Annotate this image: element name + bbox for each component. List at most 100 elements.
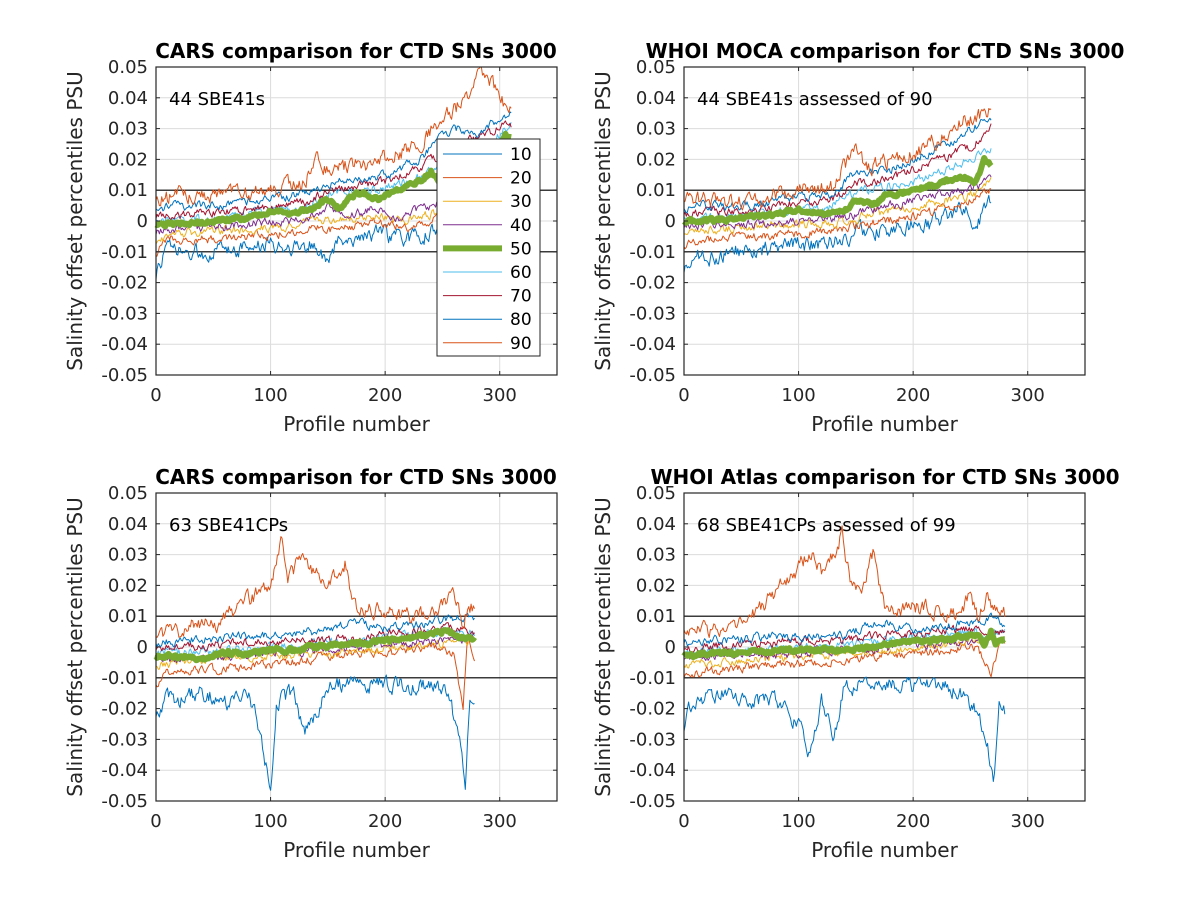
y-tick-label: 0 bbox=[137, 637, 148, 658]
y-tick-label: -0.02 bbox=[629, 273, 676, 294]
y-tick-label: 0.03 bbox=[636, 545, 676, 566]
legend: 10 20 30 40 50 60 70 80 90 bbox=[436, 138, 541, 357]
y-tick-label: -0.05 bbox=[101, 791, 148, 812]
series-line-p70 bbox=[683, 123, 992, 218]
series-line-p20 bbox=[155, 634, 475, 710]
x-tick-labels: 0 100 200 300 bbox=[678, 385, 1045, 406]
y-tick-label: 0.02 bbox=[108, 575, 148, 596]
panel-annotation: 68 SBE41CPs assessed of 99 bbox=[697, 515, 956, 536]
y-tick-label: 0.05 bbox=[108, 483, 148, 504]
legend-label: 70 bbox=[510, 287, 532, 307]
panel-whoi-atlas-sbe41cp: WHOI Atlas comparison for CTD SNs 3000 -… bbox=[591, 465, 1120, 862]
x-tick-label: 100 bbox=[781, 385, 815, 406]
y-tick-label: 0.04 bbox=[636, 88, 676, 109]
legend-label: 20 bbox=[510, 169, 532, 189]
panel-cars-sbe41cp: CARS comparison for CTD SNs 3000 -0.05-0… bbox=[63, 465, 558, 862]
y-axis-label: Salinity offset percentiles PSU bbox=[591, 497, 615, 796]
panel-cars-sbe41: CARS comparison for CTD SNs 3000 -0.05-0… bbox=[63, 39, 558, 436]
y-tick-label: 0.05 bbox=[636, 57, 676, 78]
x-tick-label: 0 bbox=[150, 385, 161, 406]
y-tick-label: 0.02 bbox=[108, 149, 148, 170]
tick-marks bbox=[683, 492, 1085, 802]
series-line-p20 bbox=[683, 637, 1006, 679]
y-tick-label: -0.01 bbox=[629, 668, 676, 689]
y-tick-label: 0.04 bbox=[108, 88, 148, 109]
series-line-p50 bbox=[153, 627, 477, 664]
y-tick-label: -0.04 bbox=[101, 334, 148, 355]
y-tick-label: -0.03 bbox=[629, 303, 676, 324]
y-tick-label: -0.05 bbox=[629, 791, 676, 812]
y-tick-label: 0.05 bbox=[108, 57, 148, 78]
x-tick-label: 0 bbox=[678, 385, 689, 406]
y-tick-label: 0.01 bbox=[636, 180, 676, 201]
x-tick-labels: 0 100 200 300 bbox=[150, 385, 517, 406]
x-axis-label: Profile number bbox=[283, 838, 430, 862]
series-line-p80 bbox=[683, 612, 1006, 647]
series-line-p20 bbox=[683, 188, 992, 250]
series-line-p10 bbox=[683, 676, 1006, 782]
tick-marks bbox=[155, 66, 557, 376]
series-lines bbox=[153, 536, 477, 791]
y-tick-label: -0.02 bbox=[101, 699, 148, 720]
legend-label: 50 bbox=[510, 239, 532, 259]
x-tick-label: 300 bbox=[1011, 811, 1045, 832]
series-line-p10 bbox=[155, 674, 475, 791]
y-tick-label: -0.04 bbox=[101, 760, 148, 781]
x-tick-label: 0 bbox=[150, 811, 161, 832]
y-tick-label: -0.02 bbox=[101, 273, 148, 294]
x-tick-label: 300 bbox=[1011, 385, 1045, 406]
y-axis-label: Salinity offset percentiles PSU bbox=[63, 71, 87, 370]
legend-label: 30 bbox=[510, 192, 532, 212]
x-axis-label: Profile number bbox=[283, 412, 430, 436]
legend-label: 90 bbox=[510, 334, 532, 354]
y-tick-label: 0.04 bbox=[636, 514, 676, 535]
y-tick-label: -0.05 bbox=[629, 365, 676, 386]
y-tick-labels: -0.05 -0.04 -0.03 -0.02 -0.01 0 0.01 0.02 0.03 0.… bbox=[101, 483, 148, 812]
y-tick-labels: -0.05 -0.04 -0.03 -0.02 -0.01 0 0.01 0.02 0.03 0.… bbox=[629, 483, 676, 812]
panel-title: CARS comparison for CTD SNs 3000 bbox=[155, 39, 557, 63]
x-axis-label: Profile number bbox=[811, 838, 958, 862]
y-tick-label: -0.03 bbox=[629, 729, 676, 750]
x-tick-label: 200 bbox=[368, 811, 402, 832]
y-tick-label: 0 bbox=[137, 211, 148, 232]
legend-label: 80 bbox=[510, 310, 532, 330]
y-tick-label: -0.01 bbox=[101, 668, 148, 689]
y-tick-label: -0.02 bbox=[629, 699, 676, 720]
y-tick-label: 0.04 bbox=[108, 514, 148, 535]
panel-title: WHOI MOCA comparison for CTD SNs 3000 bbox=[646, 39, 1125, 63]
series-line-p90 bbox=[683, 525, 1006, 638]
y-tick-labels: -0.05 -0.04 -0.03 -0.02 -0.01 0 0.01 0.02 0.03 0.… bbox=[629, 57, 676, 386]
x-tick-label: 100 bbox=[253, 385, 287, 406]
y-tick-label: -0.03 bbox=[101, 303, 148, 324]
y-tick-label: 0.03 bbox=[108, 545, 148, 566]
x-tick-label: 100 bbox=[253, 811, 287, 832]
y-tick-label: 0.01 bbox=[636, 606, 676, 627]
panel-annotation: 44 SBE41s assessed of 90 bbox=[697, 89, 933, 110]
x-tick-label: 200 bbox=[896, 811, 930, 832]
y-tick-label: -0.04 bbox=[629, 760, 676, 781]
x-tick-labels: 0 100 200 300 bbox=[150, 811, 517, 832]
tick-marks bbox=[155, 492, 557, 802]
y-tick-label: 0.02 bbox=[636, 575, 676, 596]
y-tick-label: 0.03 bbox=[636, 119, 676, 140]
x-tick-label: 0 bbox=[678, 811, 689, 832]
series-line-p10 bbox=[683, 194, 992, 273]
series-line-p50 bbox=[681, 155, 994, 226]
y-tick-label: 0.05 bbox=[636, 483, 676, 504]
x-tick-label: 200 bbox=[368, 385, 402, 406]
x-axis-label: Profile number bbox=[811, 412, 958, 436]
legend-label: 60 bbox=[510, 263, 532, 283]
x-tick-labels: 0 100 200 300 bbox=[678, 811, 1045, 832]
y-tick-labels: -0.05 -0.04 -0.03 -0.02 -0.01 0 0.01 0.02 0.03 0.… bbox=[101, 57, 148, 386]
legend-label: 40 bbox=[510, 216, 532, 236]
panel-annotation: 44 SBE41s bbox=[169, 89, 265, 110]
x-tick-label: 200 bbox=[896, 385, 930, 406]
panel-whoi-moca-sbe41: WHOI MOCA comparison for CTD SNs 3000 -0… bbox=[591, 39, 1124, 436]
y-tick-label: 0.01 bbox=[108, 180, 148, 201]
y-tick-label: -0.04 bbox=[629, 334, 676, 355]
series-line-p90 bbox=[155, 66, 512, 207]
y-axis-label: Salinity offset percentiles PSU bbox=[63, 497, 87, 796]
y-tick-label: 0.02 bbox=[636, 149, 676, 170]
y-tick-label: -0.01 bbox=[629, 242, 676, 263]
